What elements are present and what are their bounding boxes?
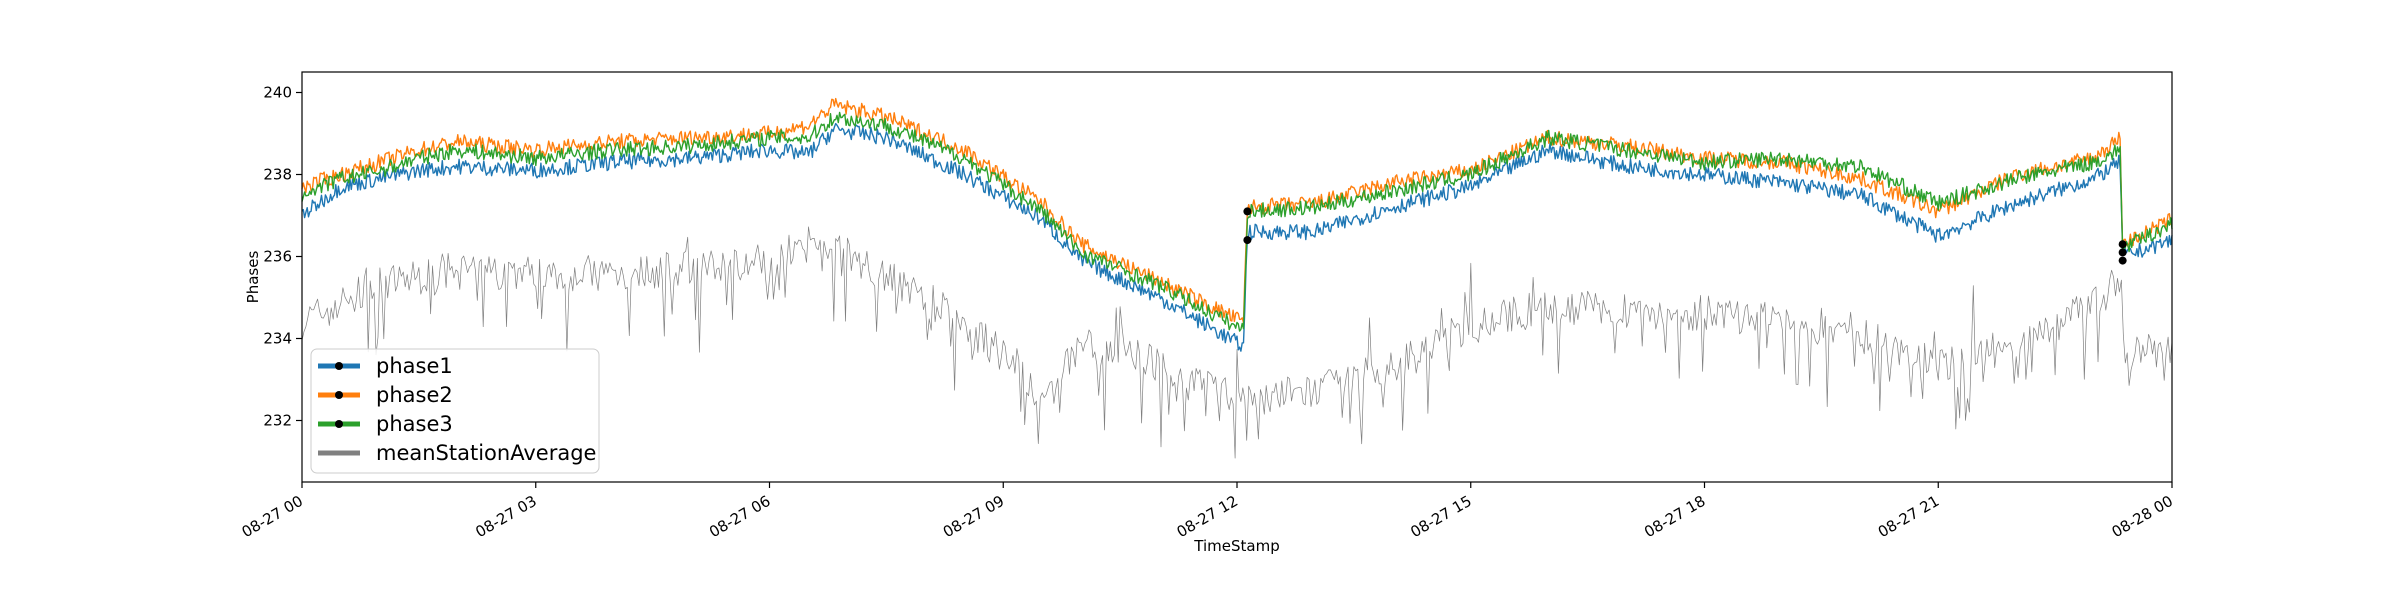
- x-tick-label: 08-27 09: [940, 492, 1007, 541]
- y-tick-label: 238: [263, 166, 292, 184]
- y-tick-label: 240: [263, 84, 292, 102]
- marker-point-2: [2118, 256, 2127, 265]
- x-tick-label: 08-27 12: [1174, 492, 1241, 541]
- x-tick-label: 08-27 00: [239, 492, 306, 541]
- x-tick-label: 08-28 00: [2109, 492, 2176, 541]
- x-tick-label: 08-27 06: [706, 492, 773, 541]
- series-line-phase3: [301, 111, 2173, 332]
- y-axis: 232 234 236 238 240: [263, 84, 302, 430]
- legend: phase1 phase2 phase3 meanStationAverage: [310, 348, 600, 474]
- marker-point-3: [2118, 248, 2127, 257]
- legend-label-phase1: phase1: [376, 354, 453, 378]
- series-line-meanStationAverage: [301, 226, 2173, 459]
- y-tick-label: 236: [263, 248, 292, 266]
- marker-point-4: [2118, 240, 2127, 249]
- legend-label-phase3: phase3: [376, 412, 453, 436]
- plot-lines: [301, 97, 2173, 459]
- y-tick-label: 232: [263, 412, 292, 430]
- marker-point-1: [1243, 207, 1252, 216]
- x-tick-label: 08-27 21: [1875, 492, 1942, 541]
- legend-marker-phase1: [335, 362, 343, 370]
- legend-marker-phase3: [335, 420, 343, 428]
- legend-label-phase2: phase2: [376, 383, 453, 407]
- marker-point-0: [1243, 236, 1252, 245]
- legend-marker-phase2: [335, 391, 343, 399]
- x-axis-label: TimeStamp: [1193, 537, 1279, 555]
- series-line-phase2: [301, 97, 2173, 324]
- legend-label-meanStationAverage: meanStationAverage: [376, 441, 596, 465]
- x-tick-label: 08-27 03: [472, 492, 539, 541]
- series-line-phase1: [301, 122, 2173, 352]
- legend-box: [310, 348, 600, 474]
- y-axis-label: Phases: [244, 251, 262, 304]
- y-tick-label: 234: [263, 330, 292, 348]
- plot-markers: [1243, 207, 2127, 265]
- x-tick-label: 08-27 15: [1407, 492, 1474, 541]
- x-axis: 08-27 00 08-27 03 08-27 06 08-27 09 08-27 12…: [239, 482, 2176, 541]
- x-tick-label: 08-27 18: [1641, 492, 1708, 541]
